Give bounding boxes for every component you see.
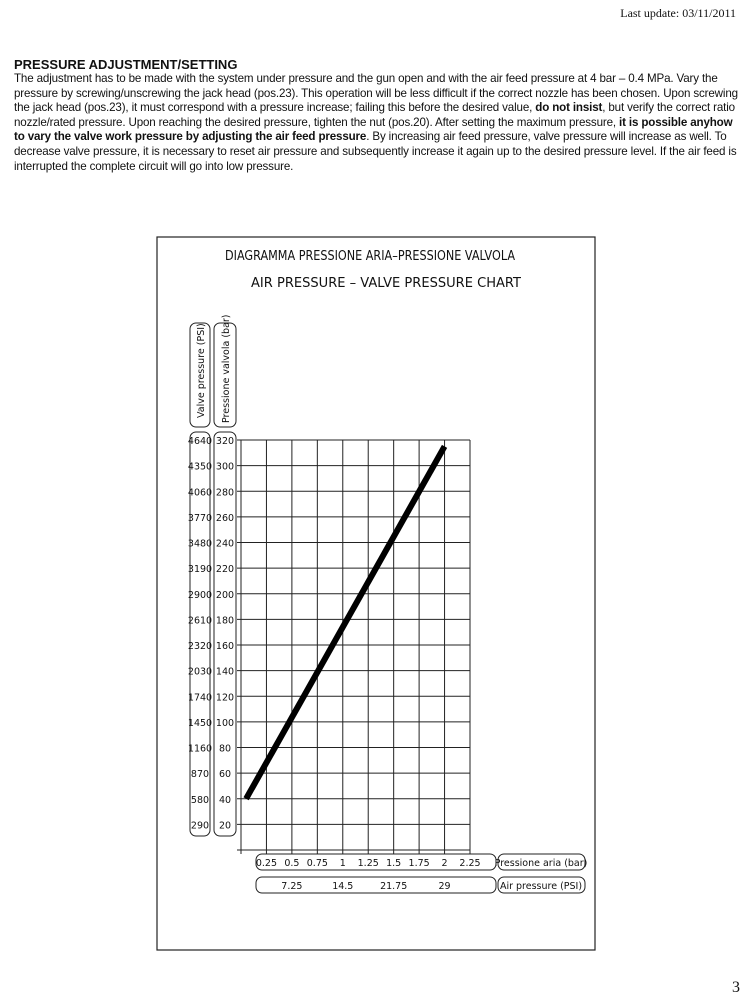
x-tick-label: 2 (442, 858, 448, 869)
series-line (243, 444, 448, 801)
body-bold-2: it is possible anyhow to vary the valve … (14, 115, 733, 144)
ylabel-bar-box (213, 322, 237, 428)
page-number: 3 (732, 979, 740, 996)
y-tick-label-psi: 4350 (188, 462, 212, 473)
x-tick-label-psi: 21.75 (380, 881, 407, 892)
y-tick-label: 300 (216, 462, 234, 473)
ylabel-psi: Valve pressure (PSI) (196, 323, 207, 418)
x-tick-label: 1.75 (409, 858, 430, 869)
y-tick-label-psi: 290 (191, 820, 209, 831)
x-tick-label: 0.75 (307, 858, 328, 869)
x-tick-label-psi: 29 (439, 881, 451, 892)
x-tick-label: 1.25 (358, 858, 379, 869)
xlabel-psi-box (497, 876, 586, 894)
series (243, 444, 448, 801)
y-tick-label: 20 (219, 820, 231, 831)
xlabel-bar-box (497, 853, 586, 871)
yaxis-bar-box (213, 431, 237, 837)
y-tick-label: 200 (216, 590, 234, 601)
section-title: PRESSURE ADJUSTMENT/SETTING (14, 57, 238, 72)
y-tick-label: 240 (216, 539, 234, 550)
xlabel-bar: Pressione aria (bar) (495, 858, 588, 869)
y-tick-label: 320 (216, 436, 234, 447)
last-update: Last update: 03/11/2011 (620, 6, 736, 20)
y-tick-label-psi: 3770 (188, 513, 212, 524)
grid (237, 439, 471, 854)
y-tick-label: 280 (216, 487, 234, 498)
y-tick-label-psi: 4060 (188, 487, 212, 498)
ylabel-bar: Pressione valvola (bar) (221, 314, 232, 423)
y-tick-label-psi: 2900 (188, 590, 212, 601)
x-tick-label: 2.25 (459, 858, 480, 869)
x-tick-label-psi: 7.25 (281, 881, 302, 892)
body-text-2: , but verify the correct ratio nozzle/ra… (14, 101, 735, 129)
y-tick-label: 60 (219, 769, 231, 780)
x-tick-label: 0.5 (284, 858, 299, 869)
body-bold-1: do not insist (535, 101, 603, 115)
y-tick-label: 40 (219, 795, 231, 806)
xlabel-psi: Air pressure (PSI) (500, 881, 582, 892)
xaxis-bar-box (255, 853, 497, 871)
x-tick-label: 0.25 (256, 858, 277, 869)
y-tick-label-psi: 870 (191, 769, 209, 780)
y-tick-label-psi: 2320 (188, 641, 212, 652)
y-tick-label-psi: 580 (191, 795, 209, 806)
ylabel-psi-box (189, 322, 211, 428)
x-tick-label: 1.5 (386, 858, 401, 869)
chart-subtitle: AIR PRESSURE – VALVE PRESSURE CHART (251, 276, 521, 291)
y-tick-label: 120 (216, 692, 234, 703)
body-text-1: The adjustment has to be made with the s… (14, 72, 738, 115)
chart-title: DIAGRAMMA PRESSIONE ARIA–PRESSIONE VALVO… (225, 249, 515, 264)
y-tick-label-psi: 1160 (188, 744, 212, 755)
tick-labels: 3204640300435028040602603770240348022031… (188, 436, 481, 892)
yaxis-psi-box (189, 431, 211, 837)
y-tick-label-psi: 4640 (188, 436, 212, 447)
x-tick-label: 1 (340, 858, 346, 869)
x-tick-label-psi: 14.5 (332, 881, 353, 892)
y-tick-label-psi: 3190 (188, 564, 212, 575)
y-tick-label-psi: 2030 (188, 667, 212, 678)
y-tick-label-psi: 3480 (188, 539, 212, 550)
y-tick-label: 220 (216, 564, 234, 575)
chart-frame (156, 236, 596, 951)
body-text-3: . By increasing air feed pressure, valve… (14, 130, 737, 173)
y-tick-label-psi: 2610 (188, 615, 212, 626)
y-tick-label-psi: 1450 (188, 718, 212, 729)
y-tick-label: 180 (216, 615, 234, 626)
section-body: The adjustment has to be made with the s… (14, 72, 739, 174)
xaxis-psi-box (255, 876, 497, 894)
y-tick-label: 160 (216, 641, 234, 652)
y-tick-label-psi: 1740 (188, 692, 212, 703)
y-tick-label: 140 (216, 667, 234, 678)
y-tick-label: 80 (219, 744, 231, 755)
y-tick-label: 100 (216, 718, 234, 729)
y-tick-label: 260 (216, 513, 234, 524)
